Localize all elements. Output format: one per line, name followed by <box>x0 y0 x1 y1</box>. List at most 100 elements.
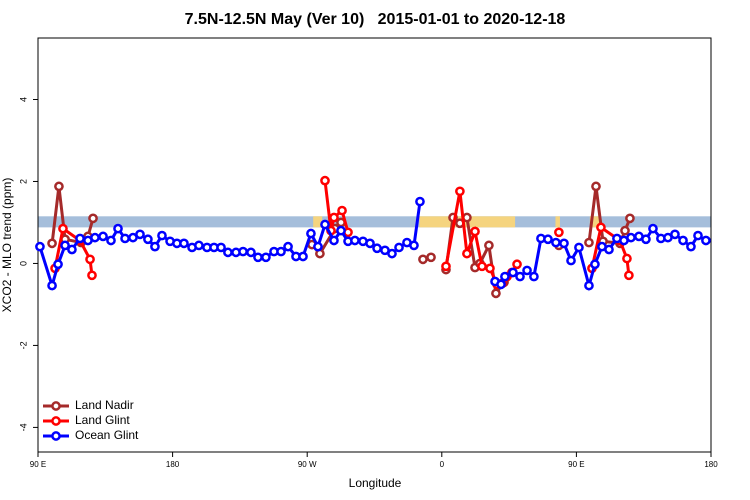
land-span <box>313 216 323 228</box>
data-point <box>179 238 189 249</box>
data-point <box>238 246 248 257</box>
data-point <box>678 235 688 246</box>
data-point <box>329 235 339 246</box>
data-point <box>216 242 226 253</box>
data-point <box>90 232 100 243</box>
data-point <box>543 234 553 245</box>
data-point <box>98 231 108 242</box>
data-point <box>60 240 70 251</box>
data-point <box>500 271 510 282</box>
data-point <box>485 263 495 274</box>
data-point <box>194 240 204 251</box>
data-point <box>508 267 518 278</box>
data-point <box>365 238 375 249</box>
y-tick-label: 0 <box>18 261 28 266</box>
data-point <box>58 223 68 234</box>
y-axis-label: XCO2 - MLO trend (ppm) <box>0 178 14 313</box>
data-point <box>418 254 428 265</box>
x-tick-label: 90 E <box>568 460 584 469</box>
y-tick-label: -4 <box>18 423 28 431</box>
data-point <box>313 241 323 252</box>
legend-label: Land Glint <box>75 413 130 427</box>
data-point <box>551 237 561 248</box>
data-point <box>47 238 57 249</box>
data-point <box>529 271 539 282</box>
data-point <box>426 252 436 263</box>
data-point <box>515 271 525 282</box>
data-point <box>462 248 472 259</box>
chart-title: 7.5N-12.5N May (Ver 10) 2015-01-01 to 20… <box>185 11 566 28</box>
data-point <box>298 251 308 262</box>
data-point <box>336 225 346 236</box>
data-point <box>320 219 330 230</box>
x-tick-label: 0 <box>440 460 445 469</box>
data-point <box>67 244 77 255</box>
data-point <box>35 241 45 252</box>
data-point <box>484 240 494 251</box>
x-tick-label: 180 <box>704 460 718 469</box>
data-point <box>135 229 145 240</box>
data-point <box>566 255 576 266</box>
data-point <box>143 234 153 245</box>
data-point <box>113 223 123 234</box>
data-point <box>641 234 651 245</box>
data-point <box>106 235 116 246</box>
legend-marker <box>51 416 61 426</box>
data-point <box>75 233 85 244</box>
data-point <box>394 242 404 253</box>
data-point <box>522 265 532 276</box>
y-tick-label: 2 <box>18 179 28 184</box>
x-tick-label: 90 E <box>30 460 46 469</box>
land-span <box>555 216 560 228</box>
y-tick-label: 4 <box>18 97 28 102</box>
data-point <box>409 240 419 251</box>
data-point <box>150 241 160 252</box>
data-point <box>512 259 522 270</box>
data-point <box>88 213 98 224</box>
data-point <box>591 181 601 192</box>
data-point <box>686 241 696 252</box>
data-point <box>283 241 293 252</box>
data-point <box>223 247 233 258</box>
data-point <box>559 238 569 249</box>
data-point <box>622 253 632 264</box>
x-axis-label: Longitude <box>349 476 402 490</box>
data-point <box>337 205 347 216</box>
data-point <box>455 186 465 197</box>
y-tick-label: -2 <box>18 341 28 349</box>
data-point <box>584 280 594 291</box>
data-point <box>477 261 487 272</box>
data-point <box>246 247 256 258</box>
data-point <box>261 252 271 263</box>
data-point <box>120 233 130 244</box>
data-point <box>85 254 95 265</box>
data-point <box>306 228 316 239</box>
data-point <box>604 244 614 255</box>
legend-label: Ocean Glint <box>75 428 139 442</box>
legend-marker <box>51 401 61 411</box>
data-point <box>625 213 635 224</box>
data-point <box>574 242 584 253</box>
surface-band <box>38 216 711 228</box>
data-point <box>470 226 480 237</box>
data-point <box>157 230 167 241</box>
data-point <box>415 196 425 207</box>
data-point <box>491 288 501 299</box>
x-tick-label: 180 <box>166 460 180 469</box>
data-point <box>620 225 630 236</box>
data-point <box>320 175 330 186</box>
data-point <box>648 223 658 234</box>
data-point <box>670 229 680 240</box>
data-point <box>53 259 63 270</box>
data-point <box>624 270 634 281</box>
data-point <box>350 235 360 246</box>
legend-label: Land Nadir <box>75 398 134 412</box>
data-point <box>54 181 64 192</box>
data-point <box>47 280 57 291</box>
data-point <box>441 261 451 272</box>
data-point <box>253 252 263 263</box>
data-point <box>87 270 97 281</box>
data-point <box>554 227 564 238</box>
